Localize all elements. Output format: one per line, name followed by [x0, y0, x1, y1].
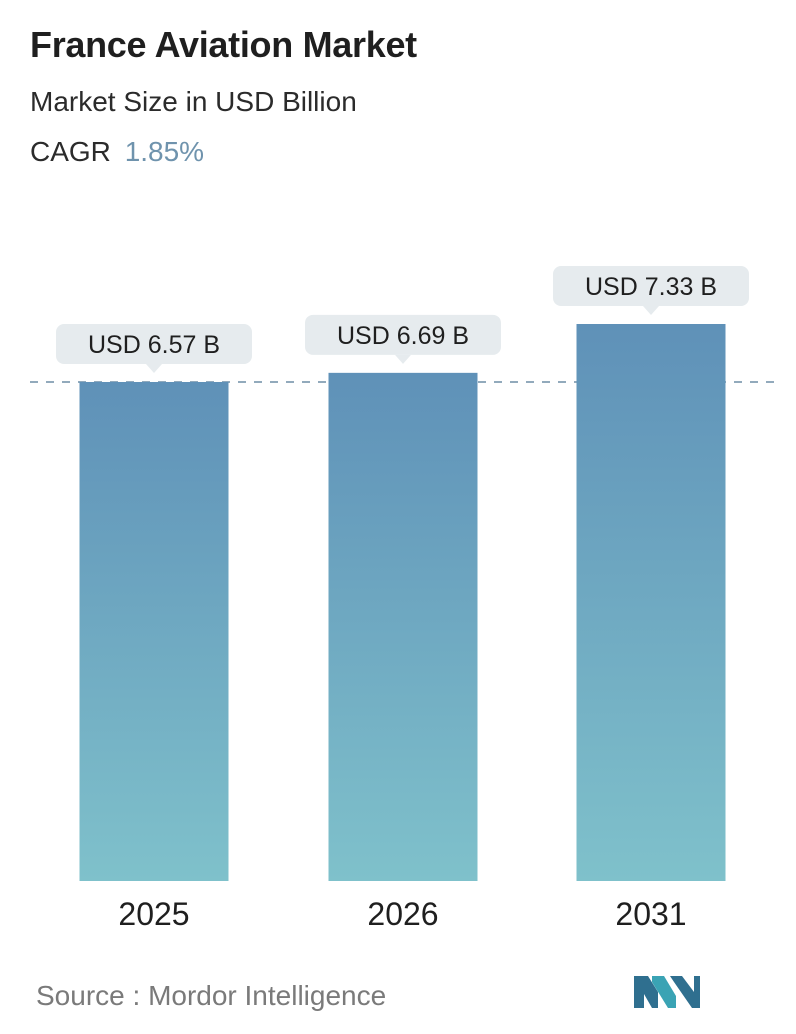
x-tick-label-2025: 2025	[118, 896, 189, 932]
cagr-label: CAGR	[30, 136, 111, 167]
bar-2025	[79, 382, 229, 881]
data-label-2031: USD 7.33 B	[553, 266, 749, 315]
x-tick-label-2031: 2031	[615, 896, 686, 932]
source-name: Mordor Intelligence	[148, 980, 387, 1011]
data-label-box	[56, 324, 252, 364]
data-label-box	[305, 314, 501, 355]
bar-2026	[328, 372, 478, 881]
source-line: Source : Mordor Intelligence	[36, 980, 386, 1012]
data-label-2025: USD 6.57 B	[56, 324, 252, 373]
data-label-pointer	[146, 364, 162, 373]
data-label-text: USD 6.57 B	[88, 331, 220, 359]
data-label-2026: USD 6.69 B	[305, 314, 501, 364]
cagr-value: 1.85%	[124, 136, 205, 167]
data-label-box	[553, 266, 749, 306]
chart-title: France Aviation Market	[30, 24, 417, 65]
x-tick-label-2026: 2026	[367, 896, 438, 932]
data-label-text: USD 6.69 B	[337, 322, 469, 350]
data-label-pointer	[395, 354, 411, 364]
data-label-pointer	[643, 306, 659, 315]
bar-chart: USD 6.57 B 2025 USD 6.69 B 2026 USD 7.33 B 20…	[30, 266, 780, 932]
mordor-intelligence-logo-icon	[634, 976, 700, 1008]
bar-2031	[576, 324, 726, 881]
chart-subtitle: Market Size in USD Billion	[30, 86, 357, 117]
cagr-line: CAGR 1.85%	[30, 136, 204, 168]
data-label-text: USD 7.33 B	[585, 273, 717, 301]
source-label: Source :	[36, 980, 141, 1011]
